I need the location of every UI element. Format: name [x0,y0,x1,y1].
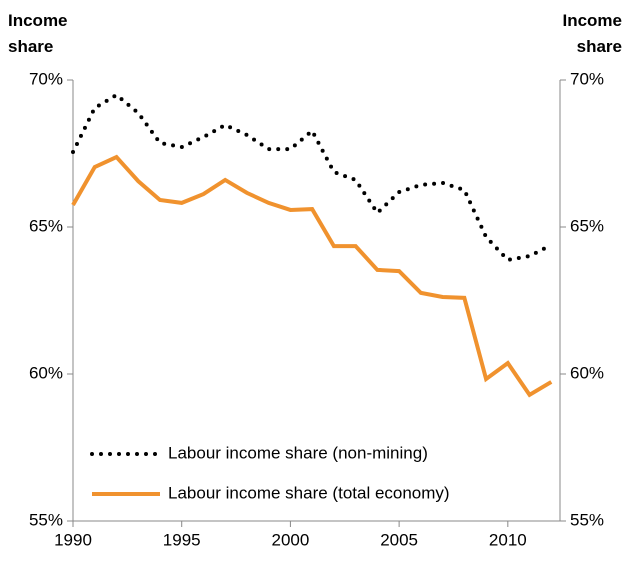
y-tick-label: 55% [29,510,63,529]
y2-tick-label: 55% [570,510,604,529]
y-tick-label: 60% [29,363,63,382]
y2-tick-label: 60% [570,363,604,382]
x-tick-label: 1995 [163,530,201,549]
axis-title: Income share [8,11,68,56]
x-tick-label: 2000 [271,530,309,549]
x-tick-label: 2010 [489,530,527,549]
y2-tick-label: 70% [570,69,604,88]
y-tick-label: 65% [29,216,63,235]
legend-label: Labour income share (non-mining) [168,443,428,462]
legend-label: Labour income share (total economy) [168,483,450,502]
y2-tick-label: 65% [570,216,604,235]
series-line [71,154,553,398]
x-tick-label: 1990 [54,530,92,549]
y-tick-label: 70% [29,69,63,88]
axis-title: Income share [562,11,622,56]
series-line [71,92,554,263]
x-tick-label: 2005 [380,530,418,549]
